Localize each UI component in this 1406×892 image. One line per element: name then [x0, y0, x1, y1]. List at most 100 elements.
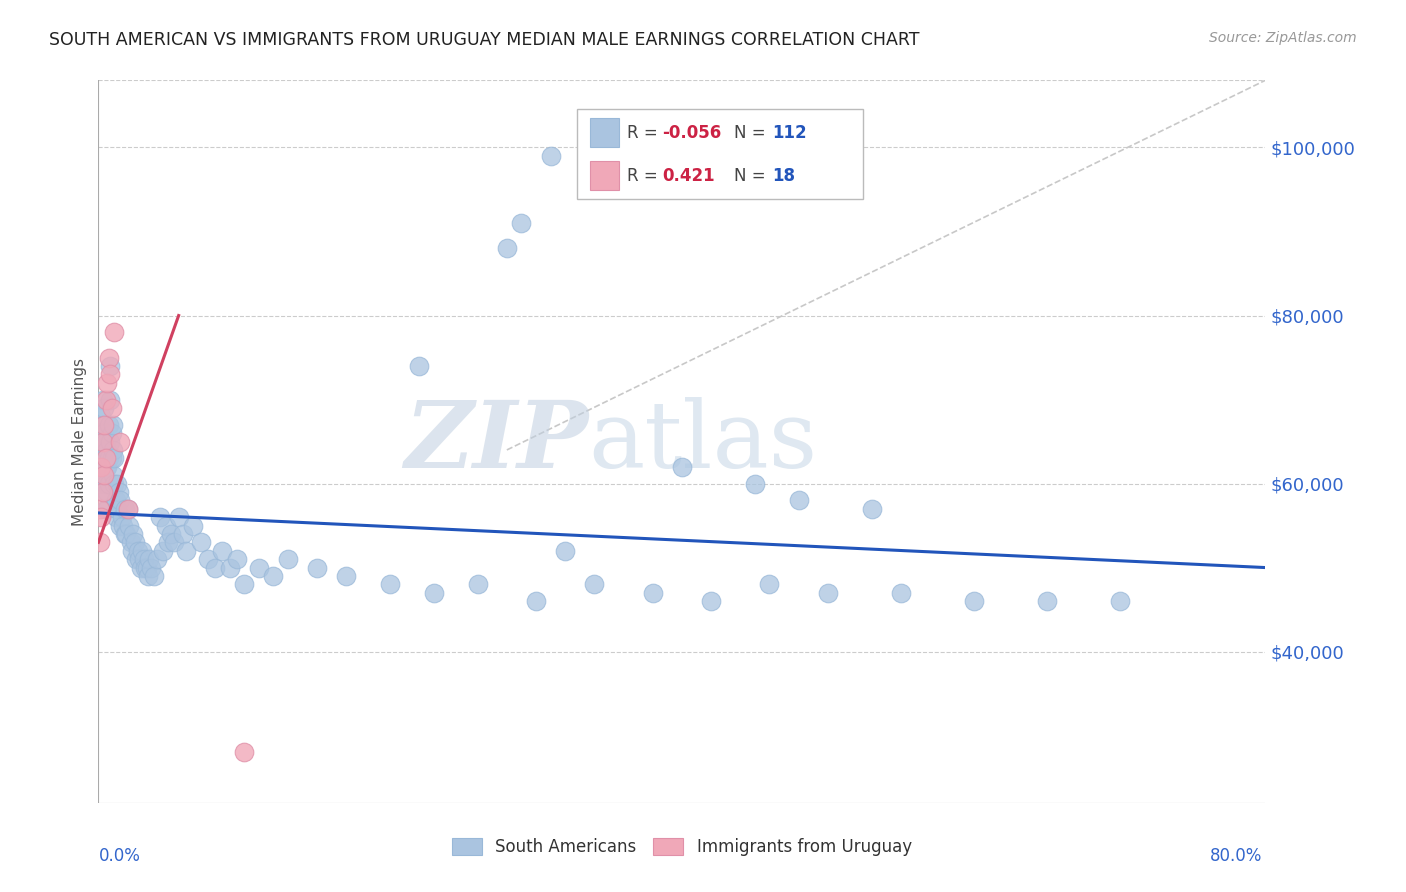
Point [101, 417, 124, 432]
Point [100, 401, 122, 415]
Point [101, 442, 124, 457]
Point [149, 510, 172, 524]
Point [700, 594, 723, 608]
Point [93, 485, 115, 500]
Point [120, 535, 142, 549]
Point [89, 451, 111, 466]
Text: 0.421: 0.421 [662, 167, 714, 185]
Point [105, 501, 128, 516]
Point [111, 510, 134, 524]
Point [758, 577, 780, 591]
Point [540, 149, 562, 163]
Point [93, 417, 115, 432]
Point [97, 417, 120, 432]
Point [96, 376, 118, 390]
Point [510, 216, 533, 230]
Point [160, 527, 183, 541]
FancyBboxPatch shape [589, 161, 619, 190]
Point [197, 552, 219, 566]
Point [157, 535, 180, 549]
FancyBboxPatch shape [576, 109, 863, 200]
Point [134, 560, 156, 574]
Point [117, 501, 139, 516]
Point [262, 569, 284, 583]
Point [94, 451, 117, 466]
Point [110, 493, 132, 508]
Point [598, 182, 620, 196]
Point [307, 560, 329, 574]
Point [93, 451, 115, 466]
Point [1035, 594, 1057, 608]
Point [103, 451, 125, 466]
Point [129, 560, 152, 574]
Point [408, 359, 430, 373]
Point [152, 543, 174, 558]
Point [181, 518, 204, 533]
Point [91, 485, 114, 500]
Point [277, 552, 299, 566]
Point [98, 368, 121, 382]
Text: 18: 18 [772, 167, 794, 185]
Point [131, 543, 153, 558]
Point [127, 543, 149, 558]
Point [218, 560, 240, 574]
Point [233, 745, 256, 759]
Text: N =: N = [734, 124, 772, 142]
Point [204, 560, 226, 574]
Point [335, 569, 357, 583]
Point [583, 577, 606, 591]
Point [174, 543, 197, 558]
Text: R =: R = [627, 167, 664, 185]
Point [190, 535, 212, 549]
Point [90, 459, 112, 474]
Text: Source: ZipAtlas.com: Source: ZipAtlas.com [1209, 31, 1357, 45]
Point [103, 476, 125, 491]
Point [103, 326, 125, 340]
Point [100, 451, 122, 466]
Point [101, 468, 124, 483]
Point [226, 552, 249, 566]
Point [97, 451, 120, 466]
Point [89, 426, 111, 441]
Point [139, 560, 162, 574]
Point [105, 476, 128, 491]
Point [117, 501, 139, 516]
Text: 80.0%: 80.0% [1211, 847, 1263, 865]
Point [125, 552, 148, 566]
Point [89, 468, 111, 483]
Point [96, 442, 118, 457]
Point [94, 392, 117, 407]
Point [1108, 594, 1130, 608]
Point [104, 493, 127, 508]
Point [98, 359, 121, 373]
Point [91, 434, 114, 449]
Point [91, 392, 114, 407]
Point [641, 586, 664, 600]
Point [112, 518, 135, 533]
Point [890, 586, 912, 600]
Point [115, 527, 138, 541]
Point [114, 527, 136, 541]
Point [89, 535, 111, 549]
Point [122, 527, 145, 541]
Point [524, 594, 547, 608]
Point [110, 434, 132, 449]
Text: atlas: atlas [589, 397, 818, 486]
Point [128, 552, 150, 566]
Point [93, 468, 115, 483]
Point [233, 577, 256, 591]
Point [90, 459, 112, 474]
Text: ZIP: ZIP [405, 397, 589, 486]
Point [94, 459, 117, 474]
Point [467, 577, 489, 591]
Text: R =: R = [627, 124, 664, 142]
Legend: South Americans, Immigrants from Uruguay: South Americans, Immigrants from Uruguay [446, 831, 918, 863]
Point [554, 543, 576, 558]
Point [104, 510, 127, 524]
Point [91, 417, 114, 432]
Point [146, 552, 169, 566]
Point [671, 459, 693, 474]
Text: N =: N = [734, 167, 772, 185]
Point [142, 569, 165, 583]
Point [91, 468, 114, 483]
